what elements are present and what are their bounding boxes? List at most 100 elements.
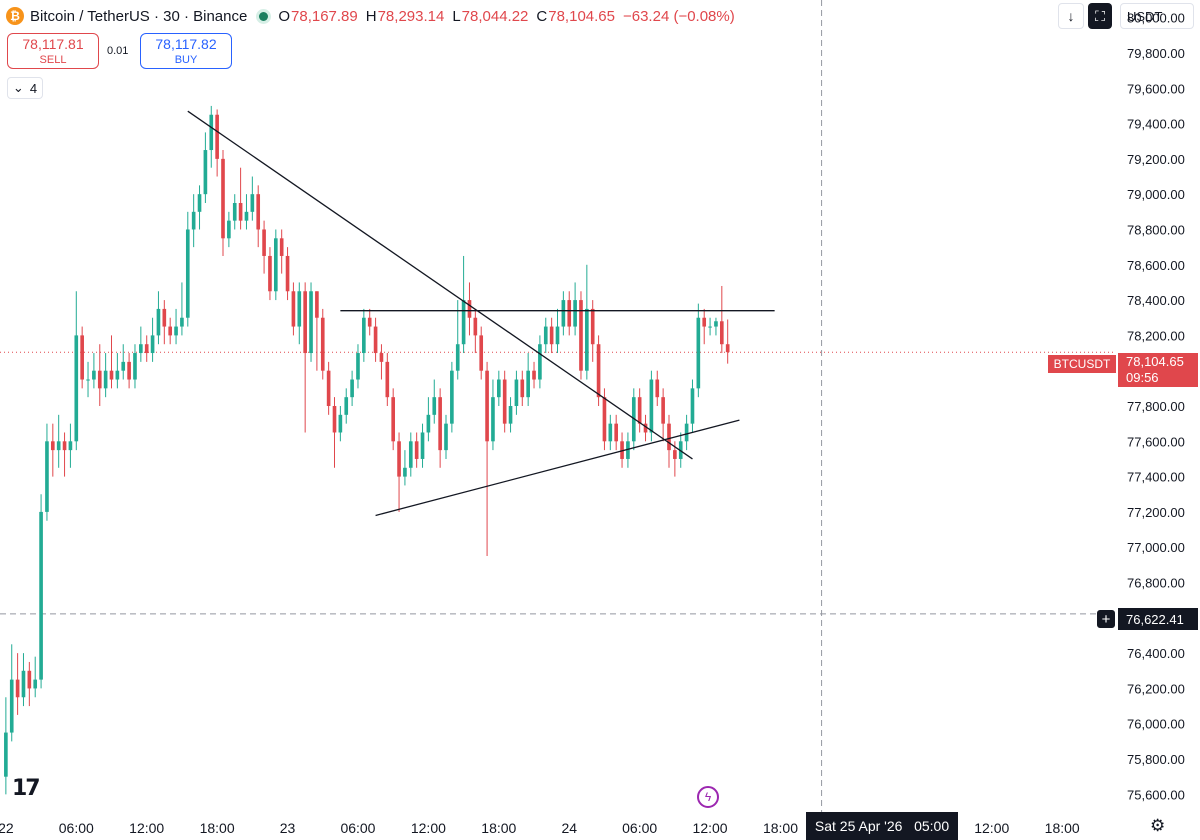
candle-body: [21, 670, 26, 698]
candle-body: [338, 414, 343, 433]
candle-body: [403, 467, 407, 477]
chevron-down-icon: ⌄: [12, 80, 24, 95]
candle-body: [461, 300, 466, 345]
candle-body: [115, 370, 120, 380]
candle-body: [356, 353, 360, 380]
candle-body: [168, 326, 173, 336]
y-tick-label: 79,400.00: [1127, 117, 1185, 132]
candle-body: [397, 441, 401, 477]
candle-body: [103, 370, 108, 389]
candle-body: [567, 300, 572, 327]
candle-body: [538, 344, 542, 380]
candle-body: [268, 255, 272, 292]
candle-body: [144, 344, 149, 354]
candle-body: [455, 344, 460, 371]
download-button[interactable]: ↓: [1058, 3, 1084, 29]
bitcoin-icon: ₿: [6, 7, 24, 25]
gear-icon[interactable]: ⚙: [1150, 816, 1166, 835]
candle-body: [367, 317, 372, 327]
candle-body: [156, 308, 161, 336]
candle-body: [543, 326, 548, 345]
candle-body: [92, 370, 96, 380]
candle-body: [133, 353, 137, 380]
y-tick-label: 76,000.00: [1127, 717, 1185, 732]
candle-body: [714, 321, 718, 327]
symbol-price-label: BTCUSDT: [1048, 355, 1116, 373]
candle-body: [667, 423, 671, 451]
candle-body: [620, 441, 624, 459]
candle-body: [150, 335, 155, 354]
candle-body: [643, 423, 648, 433]
candle-body: [285, 255, 290, 292]
candle-body: [291, 291, 296, 327]
y-tick-label: 80,000.00: [1127, 11, 1185, 26]
candle-body: [414, 441, 419, 459]
candle-body: [450, 370, 454, 424]
candle-body: [326, 370, 331, 406]
tradingview-logo[interactable]: 17: [12, 776, 41, 801]
y-tick-label: 77,000.00: [1127, 540, 1185, 555]
candle-body: [590, 308, 595, 345]
add-alert-plus-icon[interactable]: +: [1096, 609, 1116, 629]
market-status-dot-icon[interactable]: [259, 11, 269, 21]
candle-body: [344, 397, 349, 415]
candle-body: [197, 194, 202, 212]
candle-body: [702, 317, 707, 327]
sell-button[interactable]: 78,117.81 SELL: [7, 33, 99, 69]
candle-body: [68, 441, 73, 451]
lightning-bolt-icon[interactable]: ϟ: [697, 786, 719, 808]
y-tick-label: 79,000.00: [1127, 187, 1185, 202]
candle-body: [45, 441, 49, 512]
fullscreen-button[interactable]: ⛶: [1088, 3, 1112, 29]
buy-price: 78,117.82: [155, 36, 217, 52]
candle-body: [320, 317, 325, 371]
candle-body: [4, 732, 8, 777]
candle-body: [56, 441, 61, 451]
y-tick-label: 75,600.00: [1127, 787, 1185, 802]
candle-body: [273, 238, 278, 292]
x-tick-label: 06:00: [59, 820, 94, 836]
candle-body: [602, 397, 607, 442]
candle-body: [27, 670, 32, 689]
candle-body: [315, 291, 319, 318]
candle-body: [438, 397, 442, 451]
high-label: H: [365, 7, 377, 25]
candle-body: [191, 211, 196, 230]
candle-body: [696, 317, 701, 389]
x-tick-label: 12:00: [974, 820, 1009, 836]
indicators-toggle-button[interactable]: ⌄ 4: [7, 77, 43, 99]
spread-value: 0.01: [107, 45, 129, 57]
y-tick-label: 79,600.00: [1127, 81, 1185, 96]
x-tick-label: 12:00: [411, 820, 446, 836]
y-tick-label: 77,600.00: [1127, 434, 1185, 449]
last-price-label: 78,104.65 09:56: [1118, 353, 1198, 387]
x-tick-label: 12:00: [129, 820, 164, 836]
trendline: [375, 419, 740, 517]
last-price-value: 78,104.65: [1126, 354, 1184, 369]
candle-body: [649, 379, 654, 433]
high-value: 78,293.14: [377, 7, 445, 25]
candle-body: [303, 291, 307, 354]
candle-body: [473, 317, 478, 336]
candle-body: [227, 220, 231, 239]
low-label: L: [452, 7, 461, 25]
candle-body: [162, 308, 167, 327]
symbol-title[interactable]: Bitcoin / TetherUS · 30 · Binance: [30, 7, 248, 25]
candle-body: [39, 511, 43, 680]
open-label: O: [278, 7, 291, 25]
buy-button[interactable]: 78,117.82 BUY: [140, 33, 232, 69]
candle-body: [33, 679, 38, 689]
y-tick-label: 77,200.00: [1127, 505, 1185, 520]
currency-select[interactable]: USDT: [1120, 3, 1194, 29]
sell-price: 78,117.81: [22, 36, 84, 52]
candle-body: [725, 344, 730, 353]
candle-body: [262, 229, 266, 256]
candle-body: [139, 344, 143, 354]
candle-body: [626, 441, 630, 459]
x-tick-label: 06:00: [340, 820, 375, 836]
candle-body: [479, 335, 484, 371]
candle-body: [708, 326, 712, 328]
candle-body: [332, 406, 337, 433]
candle-body: [420, 432, 425, 459]
